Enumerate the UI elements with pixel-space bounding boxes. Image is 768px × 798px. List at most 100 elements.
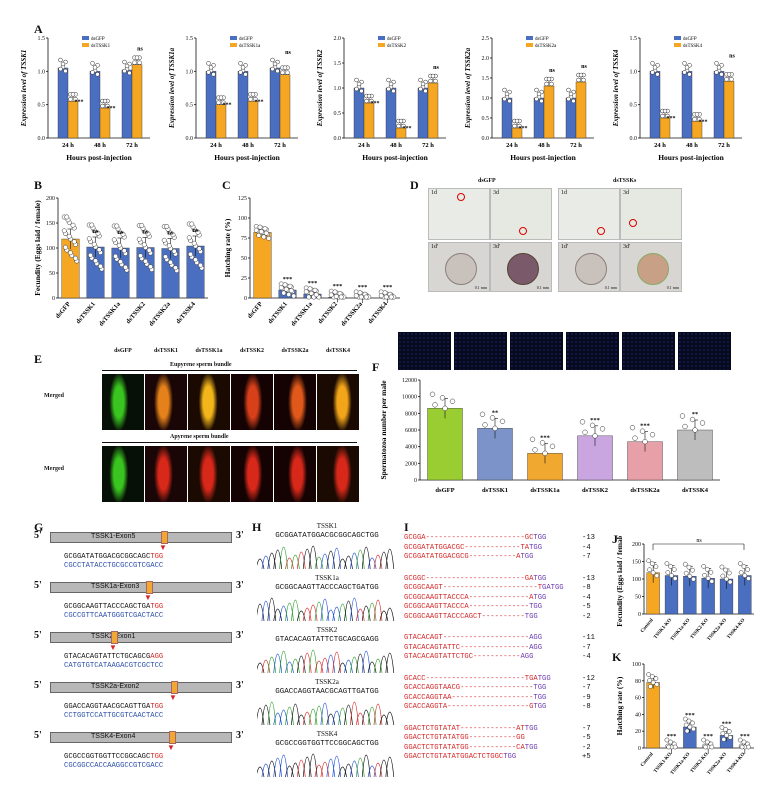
x-tick-label: dsTSSK1	[267, 301, 289, 325]
e-image-eupyrene-dstssk1a	[188, 374, 230, 430]
data-dot	[642, 439, 648, 445]
a-dot	[665, 113, 670, 119]
g-gene-2: 5' TSSK2-Exon1 3' ▼ GTACACAGTATTCTGCAGCG…	[34, 630, 259, 678]
a-sig: ***	[403, 126, 412, 132]
g-seq-top: GCGGCAAGTTACCCAGCTGATGG	[64, 603, 164, 611]
a-bar-trt	[723, 81, 735, 139]
a-legend-trt-swatch	[526, 43, 533, 47]
a-legend-ctrl: dsGFP	[91, 37, 105, 42]
a-dot	[137, 60, 142, 65]
panel-label-d: D	[410, 178, 419, 192]
f-micrograph	[678, 332, 731, 370]
a-dot	[238, 61, 243, 66]
data-dot	[281, 290, 287, 296]
data-dot	[746, 576, 751, 581]
d-image-1dp-tssk: 1d' 0.1 mm	[558, 242, 620, 292]
h-peak	[291, 762, 300, 778]
a-dot	[684, 65, 690, 70]
a-ytick-label: 0.5	[630, 103, 638, 109]
data-dot	[191, 240, 197, 246]
h-peak	[302, 607, 312, 622]
h-peak	[326, 654, 336, 674]
data-dot	[742, 573, 748, 578]
h-peak	[261, 704, 271, 726]
g-three-prime: 3'	[236, 530, 244, 541]
a-dot	[724, 77, 729, 82]
i-allele-row: GCACCAGGTAA-------------------TGG -9	[404, 693, 591, 702]
h-peak	[373, 762, 383, 778]
a-ytick-label: 1.5	[38, 36, 46, 42]
d-image-1dp-gfp: 1d' 0.1 mm	[428, 242, 490, 292]
a-dot	[58, 66, 63, 72]
a-dot	[270, 57, 275, 63]
data-dot	[686, 564, 692, 570]
a-legend-trt: dsTSSK2	[387, 44, 407, 49]
x-tick-label: dsGFP	[435, 487, 454, 494]
data-dot	[709, 578, 715, 584]
data-dot	[168, 259, 173, 265]
f-micrograph	[398, 332, 451, 370]
data-dot	[684, 728, 690, 734]
g-target-site	[171, 681, 178, 694]
e-col-dstssk4: dsTSSK4	[325, 348, 350, 354]
i-allele-row: GGACTCTGTATATGG-----------CATGG -2	[404, 743, 591, 752]
g-gene-bar: TSSK2-Exon1	[50, 631, 232, 644]
x-tick-label: dsGFP	[54, 301, 72, 320]
h-peak	[314, 601, 324, 622]
a-sig: ***	[75, 99, 84, 105]
h-peak	[257, 766, 265, 778]
a-dot	[285, 70, 290, 75]
e-col-dstssk2a: dsTSSK2a	[281, 348, 309, 354]
a-legend-ctrl-swatch	[674, 36, 681, 40]
h-peak	[261, 555, 271, 570]
h-peak	[367, 602, 377, 622]
g-five-prime: 5'	[34, 730, 42, 741]
i-allele-row: GCGGCAAGTTACCCA--------------TGG -5	[404, 603, 591, 611]
a-dot	[568, 91, 574, 97]
a-ylabel: Expression level of TSSK1	[20, 50, 28, 128]
data-dot	[699, 420, 706, 426]
x-tick-label: dsTSSK1a	[530, 487, 560, 494]
a-legend-trt: dsTSSK2a	[535, 44, 557, 49]
h-trace-title: TSSK2a	[315, 678, 339, 686]
h-peak	[261, 659, 271, 674]
i-allele-row: GCACCAGGTAACG-----------------TGG -7	[404, 684, 591, 692]
data-dot	[439, 395, 446, 401]
a-xtick-label: 48 h	[538, 142, 550, 149]
a-dot	[544, 81, 549, 87]
y-tick-label: 2000	[405, 461, 417, 467]
i-allele-row: GCACCAGGTA-------------------GTGG -8	[404, 703, 591, 711]
h-peak	[338, 707, 347, 726]
d-scale: 0.1 mm	[666, 285, 679, 290]
a-bar-ctrl	[89, 71, 101, 139]
a-xtick-label: 72 h	[422, 142, 434, 149]
a-bar-ctrl	[713, 71, 725, 139]
data-dot	[647, 567, 652, 573]
h-peak	[350, 656, 359, 674]
data-dot	[739, 744, 745, 750]
data-dot	[737, 561, 743, 566]
data-dot	[333, 294, 339, 299]
y-tick-label: 60	[635, 696, 641, 702]
data-dot	[64, 214, 70, 220]
g-gene-bar: TSSK1-Exon5	[50, 531, 232, 544]
a-bar-ctrl	[417, 87, 429, 139]
g-three-prime: 3'	[236, 580, 244, 591]
a-dot	[536, 91, 542, 97]
h-peak	[296, 610, 306, 622]
a-dot	[134, 55, 140, 60]
panel-label-c: C	[222, 178, 231, 192]
h-peak	[267, 552, 277, 570]
a-legend-ctrl: dsGFP	[683, 37, 697, 42]
a-dot	[100, 103, 105, 109]
g-gene-label: TSSK2a-Exon2	[91, 683, 140, 690]
y-tick-label: 10000	[402, 395, 417, 401]
h-peak	[379, 714, 389, 726]
a-dot	[512, 123, 517, 129]
h-peak	[332, 710, 342, 726]
data-dot	[702, 572, 707, 578]
a-dot	[514, 118, 520, 124]
i-allele-row: GCGGCAAGTTACCCA--------------ATGG -4	[404, 593, 591, 602]
a-bar-trt	[215, 104, 227, 139]
data-dot	[306, 294, 312, 300]
